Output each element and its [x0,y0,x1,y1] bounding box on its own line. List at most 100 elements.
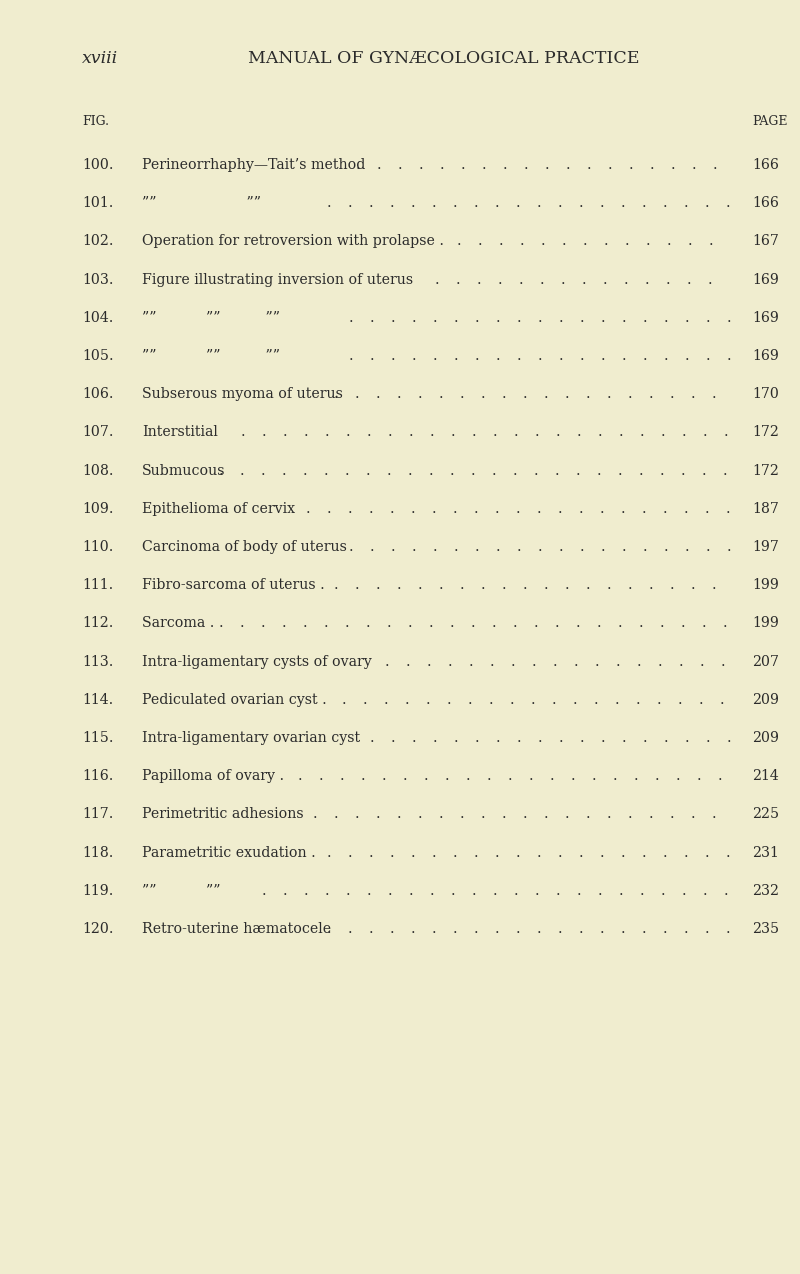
Text: 214: 214 [752,769,778,784]
Text: Fibro-sarcoma of uterus .: Fibro-sarcoma of uterus . [142,578,325,592]
Text: 197: 197 [752,540,779,554]
Text: .: . [592,769,597,784]
Text: Intra-ligamentary ovarian cyst: Intra-ligamentary ovarian cyst [142,731,360,745]
Text: .: . [361,769,366,784]
Text: .: . [494,846,499,860]
Text: .: . [456,273,461,287]
Text: .: . [366,464,370,478]
Text: .: . [469,655,473,669]
Text: .: . [397,578,402,592]
Text: .: . [467,693,472,707]
Text: .: . [498,234,503,248]
Text: Subserous myoma of uterus: Subserous myoma of uterus [142,387,343,401]
Text: .: . [390,540,395,554]
Text: .: . [622,349,626,363]
Text: .: . [663,311,668,325]
Text: .: . [555,464,559,478]
Text: .: . [601,731,606,745]
Text: .: . [638,464,643,478]
Text: .: . [607,387,612,401]
Text: .: . [404,693,409,707]
Text: .: . [409,884,414,898]
Text: .: . [430,426,434,440]
Text: .: . [426,655,431,669]
Text: .: . [558,311,563,325]
Text: .: . [432,540,437,554]
Text: .: . [640,884,645,898]
Text: .: . [472,884,477,898]
Text: .: . [408,617,413,631]
Text: .: . [658,655,662,669]
Text: .: . [356,158,360,172]
Text: .: . [502,808,506,822]
Text: .: . [366,617,370,631]
Text: .: . [561,273,566,287]
Text: .: . [641,502,646,516]
Text: .: . [576,464,581,478]
Text: .: . [362,693,367,707]
Text: .: . [704,502,709,516]
Text: .: . [369,922,374,936]
Text: .: . [439,578,444,592]
Text: .: . [324,464,329,478]
Text: Interstitial: Interstitial [142,426,218,440]
Text: .: . [411,196,415,210]
Text: .: . [354,808,359,822]
Text: .: . [722,464,727,478]
Text: .: . [550,769,554,784]
Text: .: . [598,884,602,898]
Text: .: . [571,769,576,784]
Text: 231: 231 [752,846,779,860]
Text: .: . [706,349,710,363]
Text: .: . [369,196,374,210]
Text: .: . [326,196,331,210]
Text: .: . [376,387,381,401]
Text: .: . [398,158,402,172]
Text: .: . [650,158,654,172]
Text: 169: 169 [752,349,779,363]
Text: .: . [727,731,732,745]
Text: .: . [498,273,502,287]
Text: .: . [606,808,611,822]
Text: 199: 199 [752,578,779,592]
Text: .: . [565,387,570,401]
Text: .: . [666,273,670,287]
Text: .: . [649,387,654,401]
Text: 235: 235 [752,922,779,936]
Text: Parametritic exudation .: Parametritic exudation . [142,846,316,860]
Text: .: . [600,540,605,554]
Text: .: . [656,693,661,707]
Text: .: . [724,884,729,898]
Text: .: . [492,617,497,631]
Text: 106.: 106. [82,387,114,401]
Text: .: . [619,884,624,898]
Text: .: . [621,922,626,936]
Text: .: . [334,387,338,401]
Text: .: . [685,349,689,363]
Text: .: . [708,234,713,248]
Text: .: . [240,617,245,631]
Text: .: . [684,846,689,860]
Text: .: . [621,846,626,860]
Text: .: . [492,464,497,478]
Text: .: . [474,349,479,363]
Text: .: . [586,387,590,401]
Text: .: . [377,158,382,172]
Text: .: . [544,387,549,401]
Text: .: . [345,464,350,478]
Text: .: . [429,617,434,631]
Text: .: . [283,884,288,898]
Text: .: . [510,655,515,669]
Text: .: . [482,158,486,172]
Text: .: . [637,655,641,669]
Text: Perineorrhaphy—Tait’s method: Perineorrhaphy—Tait’s method [142,158,366,172]
Text: .: . [681,617,686,631]
Text: .: . [446,693,451,707]
Text: .: . [572,693,577,707]
Text: .: . [552,655,557,669]
Text: .: . [597,617,602,631]
Text: 118.: 118. [82,846,114,860]
Text: 207: 207 [752,655,779,669]
Text: ””                    ””: ”” ”” [142,196,261,210]
Text: .: . [334,808,338,822]
